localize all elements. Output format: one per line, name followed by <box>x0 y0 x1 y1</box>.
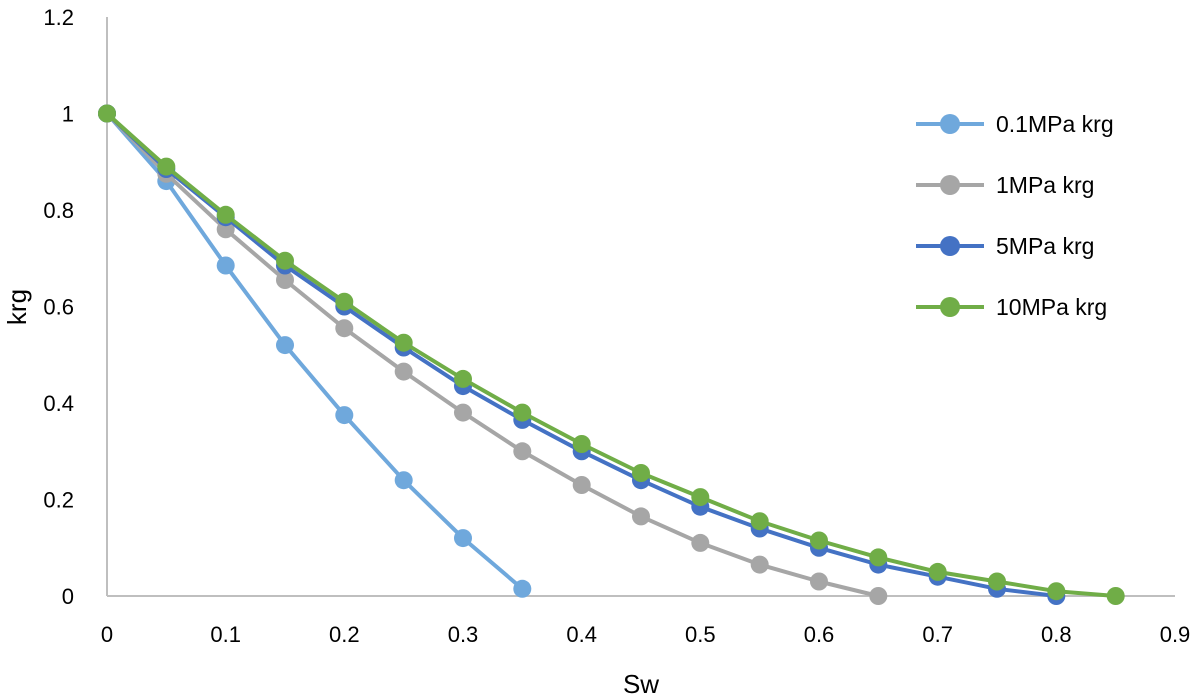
data-point <box>513 442 532 461</box>
data-point <box>513 579 532 598</box>
data-point <box>454 403 472 422</box>
y-tick-label: 0 <box>62 584 74 609</box>
x-tick-label: 0.6 <box>804 622 835 647</box>
legend: 0.1MPa krg 1MPa krg 5MPa krg 10MPa krg <box>916 111 1114 320</box>
series-3 <box>98 104 1125 605</box>
x-tick-labels: 0 0.1 0.2 0.3 0.4 0.5 0.6 0.7 0.8 0.9 <box>101 622 1190 647</box>
x-tick-label: 0.7 <box>922 622 953 647</box>
data-point <box>1047 582 1066 601</box>
legend-swatch-marker <box>940 297 960 317</box>
legend-item: 1MPa krg <box>916 172 1094 198</box>
series-2 <box>98 104 1066 605</box>
y-axis-title: krg <box>2 289 32 325</box>
series-layer <box>98 104 1125 605</box>
data-point <box>750 512 769 531</box>
x-tick-label: 0 <box>101 622 113 647</box>
data-point <box>98 104 116 123</box>
data-point <box>157 157 176 176</box>
data-point <box>276 336 294 355</box>
legend-label: 0.1MPa krg <box>996 111 1114 137</box>
data-point <box>632 464 650 482</box>
data-point <box>988 572 1006 591</box>
legend-item: 10MPa krg <box>916 294 1107 320</box>
legend-label: 10MPa krg <box>996 294 1107 320</box>
y-tick-label: 0.6 <box>43 295 74 320</box>
x-tick-label: 0.1 <box>210 622 241 647</box>
data-point <box>572 435 591 453</box>
legend-item: 0.1MPa krg <box>916 111 1114 137</box>
legend-item: 5MPa krg <box>916 233 1094 259</box>
data-point <box>394 362 413 381</box>
data-point <box>394 333 413 352</box>
legend-label: 5MPa krg <box>996 233 1094 259</box>
data-point <box>216 205 235 224</box>
data-point <box>335 406 354 425</box>
x-tick-label: 0.9 <box>1160 622 1191 647</box>
data-point <box>276 271 294 289</box>
y-tick-label: 0.8 <box>43 198 74 223</box>
y-tick-labels: 0 0.2 0.4 0.6 0.8 1 1.2 <box>43 5 74 609</box>
data-point <box>750 555 769 574</box>
y-tick-label: 0.4 <box>43 391 74 416</box>
data-point <box>691 533 710 552</box>
x-axis-title: Sw <box>623 669 659 699</box>
data-point <box>632 507 650 526</box>
series-line <box>105 112 524 591</box>
data-point <box>513 403 532 422</box>
data-point <box>572 476 591 494</box>
data-point <box>276 251 294 270</box>
data-point <box>1106 587 1125 605</box>
series-line <box>105 112 1057 598</box>
data-point <box>335 319 354 338</box>
legend-swatch-marker <box>940 114 960 134</box>
data-point <box>869 548 888 567</box>
data-point <box>454 529 472 548</box>
legend-label: 1MPa krg <box>996 172 1094 198</box>
series-line <box>105 112 1116 598</box>
x-tick-label: 0.3 <box>448 622 479 647</box>
data-point <box>454 369 472 388</box>
data-point <box>335 292 354 311</box>
data-point <box>810 572 828 591</box>
x-tick-label: 0.8 <box>1041 622 1072 647</box>
y-tick-label: 0.2 <box>43 488 74 513</box>
legend-swatch-marker <box>940 175 960 195</box>
x-tick-label: 0.5 <box>685 622 716 647</box>
data-point <box>869 587 888 605</box>
y-tick-label: 1.2 <box>43 5 74 30</box>
data-point <box>394 471 413 490</box>
x-tick-label: 0.2 <box>329 622 360 647</box>
series-line <box>105 112 879 598</box>
data-point <box>216 256 235 275</box>
data-point <box>810 531 828 550</box>
legend-swatch-marker <box>940 236 960 256</box>
x-tick-label: 0.4 <box>566 622 597 647</box>
y-tick-label: 1 <box>62 102 74 127</box>
data-point <box>691 488 710 507</box>
data-point <box>928 562 947 581</box>
